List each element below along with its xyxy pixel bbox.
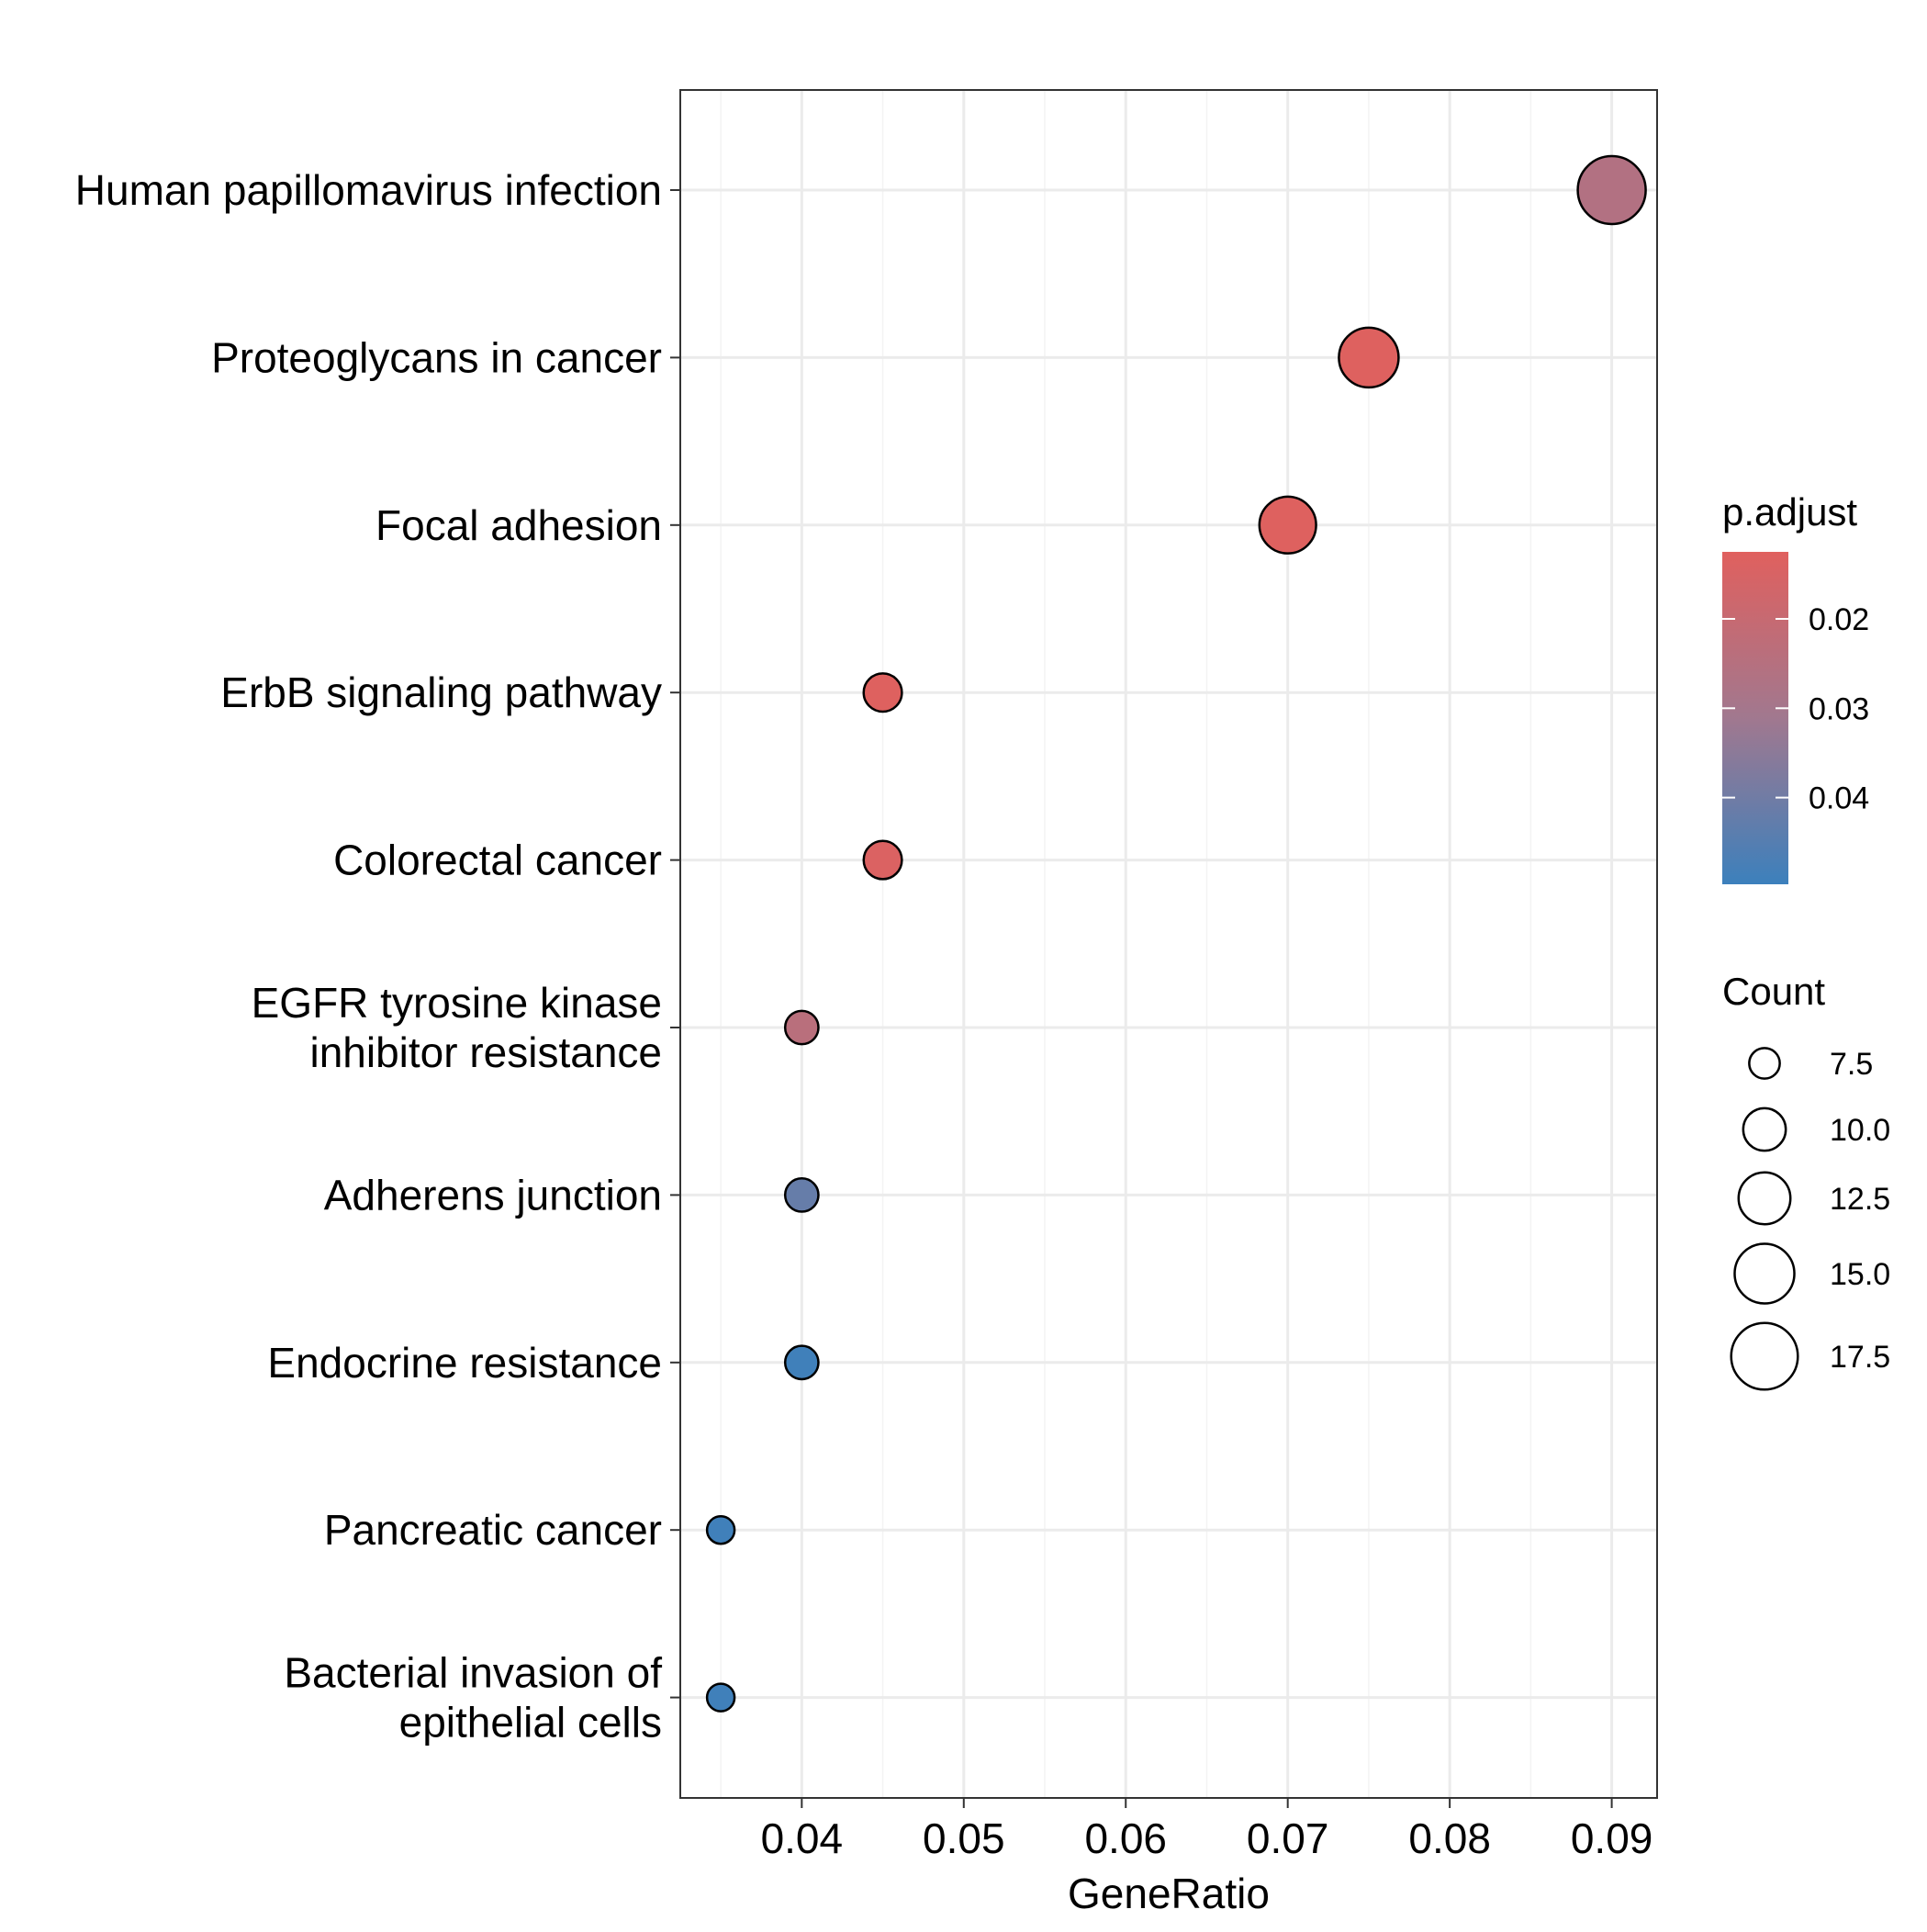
color-bar-label: 0.04 xyxy=(1809,781,1869,816)
size-key-circle xyxy=(1733,1242,1796,1305)
y-tick-label: Focal adhesion xyxy=(375,501,662,549)
y-tick-label: Adherens junction xyxy=(324,1171,662,1219)
color-bar-label: 0.03 xyxy=(1809,691,1869,726)
size-key-label: 7.5 xyxy=(1830,1047,1873,1082)
data-point xyxy=(705,1514,736,1545)
color-legend-title: p.adjust xyxy=(1722,490,1857,534)
size-legend-title: Count xyxy=(1722,970,1825,1013)
data-point xyxy=(783,1009,820,1046)
color-bar xyxy=(1722,552,1788,884)
size-key-circle xyxy=(1737,1171,1792,1226)
y-tick-label: ErbB signaling pathway xyxy=(220,668,662,716)
y-tick-label: Human papillomavirus infection xyxy=(75,166,662,214)
x-tick-label: 0.04 xyxy=(761,1814,844,1862)
data-points xyxy=(705,154,1647,1713)
data-point xyxy=(783,1344,820,1381)
size-key-circle xyxy=(1748,1047,1781,1080)
data-point xyxy=(862,672,903,713)
y-axis: Human papillomavirus infection Proteoglyc… xyxy=(75,166,680,1747)
y-tick-label: Bacterial invasion of epithelial cells xyxy=(284,1649,662,1747)
panel-border xyxy=(679,89,1658,1799)
x-tick-label: 0.09 xyxy=(1571,1814,1653,1862)
data-point xyxy=(1576,154,1647,226)
x-tick-label: 0.05 xyxy=(923,1814,1005,1862)
color-bar-label: 0.02 xyxy=(1809,602,1869,637)
grid-lines xyxy=(680,90,1657,1798)
data-point xyxy=(1258,495,1317,555)
data-point xyxy=(705,1682,736,1713)
y-tick-label: Proteoglycans in cancer xyxy=(211,333,662,381)
y-tick-label: Pancreatic cancer xyxy=(324,1506,662,1554)
size-key-label: 17.5 xyxy=(1830,1340,1890,1375)
y-tick-label: EGFR tyrosine kinase inhibitor resistance xyxy=(252,979,662,1076)
x-tick-label: 0.06 xyxy=(1084,1814,1167,1862)
color-legend: p.adjust 0.02 0.03 0.04 xyxy=(1722,490,1869,884)
size-key-circle xyxy=(1742,1106,1787,1152)
data-point xyxy=(1338,326,1400,389)
y-tick-label: Colorectal cancer xyxy=(333,837,662,884)
size-legend: Count 7.5 10.0 12.5 15.0 17.5 xyxy=(1722,970,1890,1391)
size-key-label: 10.0 xyxy=(1830,1113,1890,1148)
x-axis-title: GeneRatio xyxy=(1068,1870,1270,1917)
y-tick-label: Endocrine resistance xyxy=(267,1339,662,1387)
data-point xyxy=(783,1177,820,1213)
size-key-circle xyxy=(1730,1321,1799,1391)
size-key-label: 15.0 xyxy=(1830,1257,1890,1292)
size-key-label: 12.5 xyxy=(1830,1182,1890,1217)
x-tick-label: 0.07 xyxy=(1247,1814,1329,1862)
x-axis: 0.04 0.05 0.06 0.07 0.08 0.09 xyxy=(761,1798,1653,1862)
x-tick-label: 0.08 xyxy=(1408,1814,1491,1862)
data-point xyxy=(862,839,903,881)
